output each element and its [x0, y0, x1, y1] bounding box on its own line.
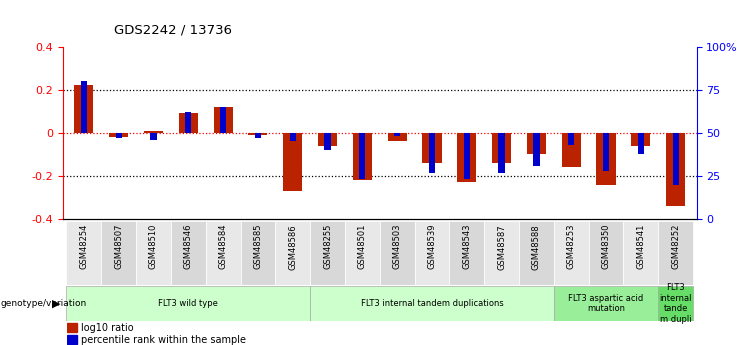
Bar [562, 133, 581, 167]
Bar [325, 133, 330, 150]
Text: FLT3
internal
tande
m dupli: FLT3 internal tande m dupli [659, 284, 692, 324]
Bar [631, 133, 651, 146]
Bar [67, 323, 77, 332]
Bar [588, 221, 623, 285]
Bar [394, 133, 400, 136]
Bar [568, 133, 574, 145]
Bar [484, 221, 519, 285]
Bar [81, 81, 87, 133]
Text: GSM48586: GSM48586 [288, 224, 297, 269]
Bar [492, 133, 511, 163]
Bar [603, 133, 609, 171]
Bar [67, 221, 102, 285]
Bar [388, 133, 407, 141]
Text: GSM48585: GSM48585 [253, 224, 262, 269]
Text: GSM48254: GSM48254 [79, 224, 88, 269]
Bar [519, 221, 554, 285]
Bar [102, 221, 136, 285]
Bar [136, 221, 171, 285]
Bar [255, 133, 261, 138]
Bar [213, 107, 233, 133]
Text: GSM48503: GSM48503 [393, 224, 402, 269]
Bar [171, 221, 206, 285]
Bar [179, 114, 198, 133]
Bar [74, 85, 93, 133]
Text: GSM48539: GSM48539 [428, 224, 436, 269]
Bar [623, 221, 658, 285]
Bar [310, 286, 554, 321]
Bar [206, 221, 241, 285]
Bar [310, 221, 345, 285]
Bar [422, 133, 442, 163]
Text: FLT3 wild type: FLT3 wild type [159, 299, 219, 308]
Bar [673, 133, 679, 185]
Bar [597, 133, 616, 185]
Bar [554, 221, 588, 285]
Text: genotype/variation: genotype/variation [1, 299, 87, 308]
Bar [414, 221, 449, 285]
Bar [658, 221, 693, 285]
Bar [116, 133, 122, 138]
Text: GSM48588: GSM48588 [532, 224, 541, 269]
Text: percentile rank within the sample: percentile rank within the sample [81, 335, 246, 345]
Text: GSM48253: GSM48253 [567, 224, 576, 269]
Bar [658, 286, 693, 321]
Bar [150, 133, 156, 140]
Text: FLT3 internal tandem duplications: FLT3 internal tandem duplications [361, 299, 503, 308]
Bar [449, 221, 484, 285]
Text: GSM48541: GSM48541 [637, 224, 645, 269]
Bar [290, 133, 296, 141]
Bar [666, 133, 685, 206]
Bar [499, 133, 505, 172]
Text: GSM48584: GSM48584 [219, 224, 227, 269]
Text: GDS2242 / 13736: GDS2242 / 13736 [113, 23, 232, 36]
Bar [527, 133, 546, 155]
Text: log10 ratio: log10 ratio [81, 323, 133, 333]
Bar [276, 221, 310, 285]
Bar [638, 133, 644, 154]
Text: GSM48252: GSM48252 [671, 224, 680, 269]
Bar [457, 133, 476, 183]
Bar [353, 133, 372, 180]
Text: GSM48543: GSM48543 [462, 224, 471, 269]
Text: GSM48501: GSM48501 [358, 224, 367, 269]
Text: GSM48350: GSM48350 [602, 224, 611, 269]
Bar [220, 107, 226, 133]
Bar [345, 221, 379, 285]
Bar [429, 133, 435, 172]
Bar [359, 133, 365, 179]
Bar [185, 112, 191, 133]
Bar [144, 131, 163, 133]
Text: GSM48587: GSM48587 [497, 224, 506, 269]
Bar [241, 221, 276, 285]
Text: GSM48546: GSM48546 [184, 224, 193, 269]
Bar [67, 335, 77, 344]
Text: GSM48507: GSM48507 [114, 224, 123, 269]
Bar [464, 133, 470, 179]
Text: GSM48510: GSM48510 [149, 224, 158, 269]
Bar [67, 286, 310, 321]
Bar [283, 133, 302, 191]
Bar [109, 133, 128, 137]
Text: GSM48255: GSM48255 [323, 224, 332, 269]
Bar [554, 286, 658, 321]
Bar [534, 133, 539, 166]
Bar [379, 221, 414, 285]
Bar [318, 133, 337, 146]
Bar [248, 133, 268, 135]
Text: FLT3 aspartic acid
mutation: FLT3 aspartic acid mutation [568, 294, 644, 313]
Text: ▶: ▶ [53, 299, 61, 308]
